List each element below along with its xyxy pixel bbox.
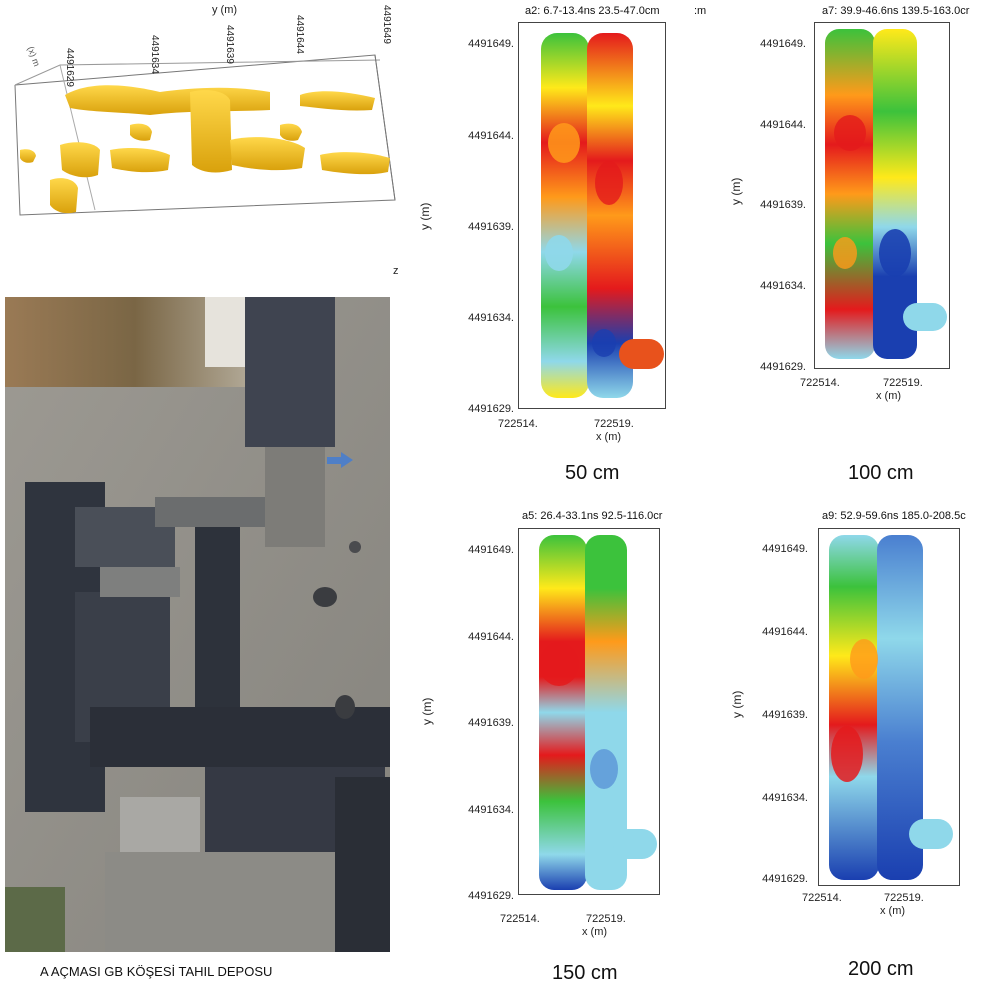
panel-a9-map [829, 535, 953, 880]
gpr-3d-volume: y (m) 4491629 4491634 4491639 4491644 44… [0, 0, 410, 285]
panel-a5-xtick-2: 722519. [586, 913, 626, 925]
panel-a2-ytick-5: 4491629. [468, 403, 514, 415]
panel-a2-ytick-2: 4491644. [468, 130, 514, 142]
right-arrow-icon [327, 452, 353, 468]
volume-tick-3: 4491639 [224, 25, 235, 64]
panel-a5-ytick-5: 4491629. [468, 890, 514, 902]
panel-a5-xlabel: x (m) [582, 926, 608, 938]
excavation-photo [5, 297, 390, 952]
panel-a7-xlabel: x (m) [876, 390, 902, 402]
panel-a9-depth-label: 200 cm [848, 958, 914, 980]
volume-tick-5: 4491649 [381, 5, 392, 44]
panel-a7-ytick-4: 4491634. [760, 280, 806, 292]
panel-a2-ylabel: y (m) [418, 202, 432, 230]
panel-a9-xtick-2: 722519. [884, 892, 924, 904]
volume-z-label: z [393, 265, 399, 277]
aerial-photo [5, 297, 390, 952]
panel-a7-ytick-3: 4491639. [760, 199, 806, 211]
panel-a2-xtick-2: 722519. [594, 418, 634, 430]
panel-a7-ytick-5: 4491629. [760, 361, 806, 373]
panel-a2-ytick-4: 4491634. [468, 312, 514, 324]
panel-a9-ytick-2: 4491644. [762, 626, 808, 638]
panel-a7-depth-label: 100 cm [848, 462, 914, 484]
panel-a7-frame [814, 22, 950, 369]
panel-a9-ylabel: y (m) [730, 690, 744, 718]
panel-a9-frame [818, 528, 960, 886]
panel-a9-xtick-1: 722514. [802, 892, 842, 904]
volume-tick-2: 4491634 [149, 35, 160, 74]
panel-a5-ytick-2: 4491644. [468, 631, 514, 643]
panel-a7-map [825, 29, 947, 359]
panel-a9-ytick-4: 4491634. [762, 792, 808, 804]
panel-a2-depth-label: 50 cm [565, 462, 620, 484]
panel-a5-frame [518, 528, 660, 895]
panel-a2-xtick-1: 722514. [498, 418, 538, 430]
panel-a7-ytick-1: 4491649. [760, 38, 806, 50]
panel-a9-ytick-5: 4491629. [762, 873, 808, 885]
panel-a7-xtick-1: 722514. [800, 377, 840, 389]
panel-a5-header: a5: 26.4-33.1ns 92.5-116.0cr [522, 510, 663, 522]
panel-a5-ytick-1: 4491649. [468, 544, 514, 556]
panel-a5-ytick-3: 4491639. [468, 717, 514, 729]
panel-a9-ytick-1: 4491649. [762, 543, 808, 555]
volume-tick-4: 4491644 [294, 15, 305, 54]
panel-a7-ytick-2: 4491644. [760, 119, 806, 131]
photo-caption: A AÇMASI GB KÖŞESİ TAHIL DEPOSU [40, 964, 273, 979]
panel-a2-ytick-3: 4491639. [468, 221, 514, 233]
panel-a9-xlabel: x (m) [880, 905, 906, 917]
panel-a5-xtick-1: 722514. [500, 913, 540, 925]
panel-a2-map [541, 33, 664, 398]
panel-a7-ylabel: y (m) [729, 177, 743, 205]
volume-tick-1: 4491629 [64, 48, 75, 87]
volume-box [14, 54, 396, 216]
panel-a5-depth-label: 150 cm [552, 962, 618, 984]
panel-a2-header-overflow: :m [694, 5, 707, 17]
panel-a2-ytick-1: 4491649. [468, 38, 514, 50]
panel-a5-ytick-4: 4491634. [468, 804, 514, 816]
isosurface-blobs [20, 85, 390, 214]
panel-a7-header: a7: 39.9-46.6ns 139.5-163.0cr [822, 5, 970, 17]
panel-a2-xlabel: x (m) [596, 431, 622, 443]
panel-a5-map [539, 535, 657, 890]
panel-a9-header: a9: 52.9-59.6ns 185.0-208.5c [822, 510, 966, 522]
panel-a7-xtick-2: 722519. [883, 377, 923, 389]
volume-y-axis-label: y (m) [212, 4, 238, 16]
panel-a9-ytick-3: 4491639. [762, 709, 808, 721]
panel-a2-header: a2: 6.7-13.4ns 23.5-47.0cm [525, 5, 660, 17]
panel-a5-ylabel: y (m) [420, 697, 434, 725]
panel-a2-frame [518, 22, 666, 409]
